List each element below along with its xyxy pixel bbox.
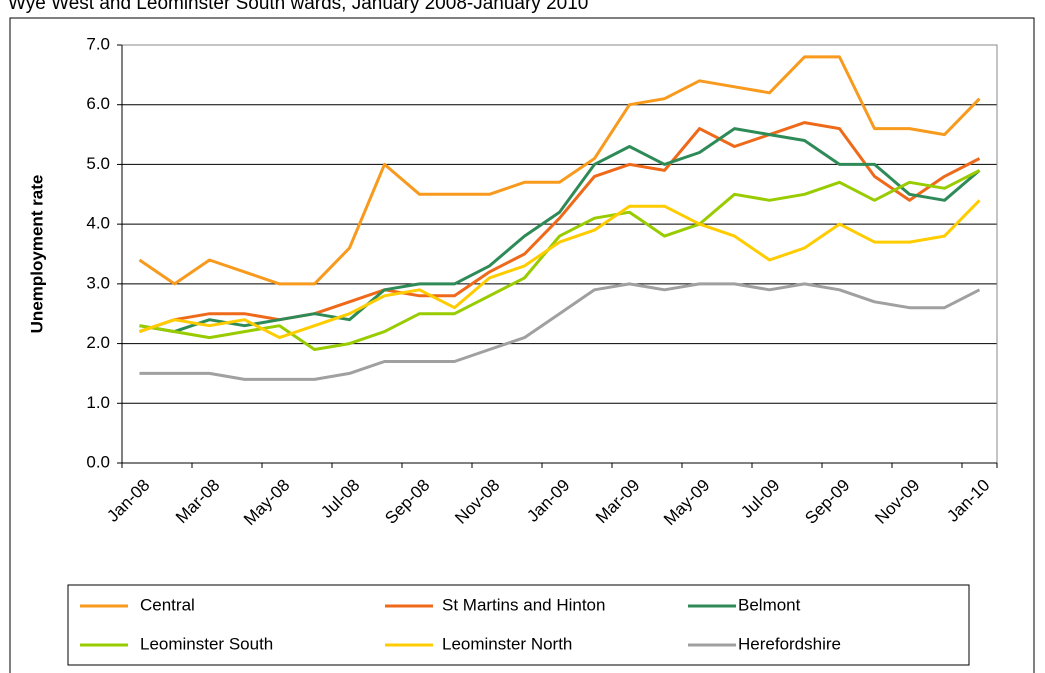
series-line (139, 282, 981, 381)
x-tick-label: Nov-08 (451, 476, 503, 528)
legend-label: Leominster North (442, 634, 572, 653)
x-tick-label: Jan-08 (103, 476, 153, 526)
legend-label: Herefordshire (738, 634, 841, 653)
x-tick-label: May-08 (240, 476, 294, 530)
series-line (139, 127, 981, 334)
y-tick-label: 4.0 (86, 214, 110, 233)
legend-box (67, 584, 970, 666)
chart-title: Wye West and Leominster South wards, Jan… (8, 0, 588, 14)
series-line (139, 121, 981, 334)
y-tick-label: 3.0 (86, 273, 110, 292)
x-tick-label: Nov-09 (871, 476, 923, 528)
y-axis-label: Unemployment rate (27, 175, 46, 334)
series-line (139, 169, 981, 351)
x-tick-label: Sep-08 (381, 476, 433, 528)
x-tick-label: Jan-09 (523, 476, 573, 526)
x-tick-label: Jul-09 (737, 476, 783, 522)
legend-label: Leominster South (140, 634, 273, 653)
y-tick-label: 1.0 (86, 393, 110, 412)
y-tick-label: 2.0 (86, 333, 110, 352)
x-tick-label: Jan-10 (943, 476, 993, 526)
legend-label: Belmont (738, 595, 801, 614)
x-tick-label: Mar-08 (172, 476, 224, 528)
y-tick-label: 0.0 (86, 452, 110, 471)
series-line (138, 55, 981, 286)
chart-frame (9, 17, 1035, 673)
x-tick-label: Sep-09 (801, 476, 853, 528)
x-tick-label: May-09 (660, 476, 714, 530)
y-tick-label: 6.0 (86, 94, 110, 113)
y-tick-label: 5.0 (86, 154, 110, 173)
y-tick-label: 7.0 (86, 34, 110, 53)
x-tick-label: Mar-09 (592, 476, 644, 528)
x-tick-label: Jul-08 (317, 476, 363, 522)
series-line (139, 199, 981, 340)
legend-label: Central (140, 595, 195, 614)
legend-label: St Martins and Hinton (442, 595, 605, 614)
